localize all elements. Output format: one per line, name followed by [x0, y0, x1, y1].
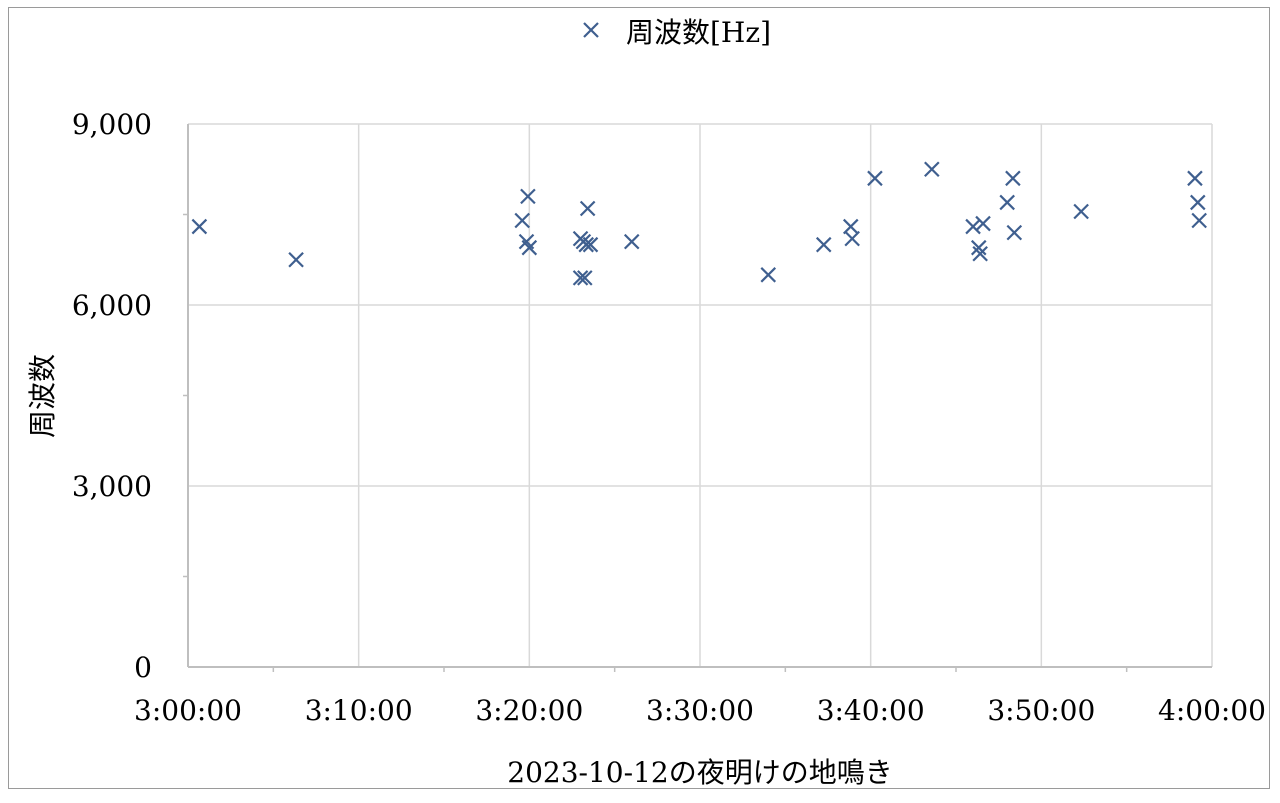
data-points [191, 161, 1207, 286]
data-point [191, 218, 208, 235]
data-point [760, 267, 777, 283]
x-tick-label: 3:30:00 [646, 694, 754, 727]
data-point [844, 230, 860, 247]
legend-marker-x-icon [583, 22, 599, 38]
chart-frame [8, 7, 1270, 789]
y-tick-label: 3,000 [72, 470, 152, 503]
y-tick-label: 0 [134, 651, 152, 684]
y-axis-title: 周波数 [26, 354, 59, 438]
data-point [1190, 194, 1206, 211]
y-tick-labels: 0 3,000 6,000 9,000 [72, 108, 152, 684]
data-point [579, 200, 596, 217]
data-point [924, 161, 940, 178]
data-point [1187, 170, 1203, 187]
data-point [577, 270, 593, 286]
data-point [972, 245, 988, 262]
x-tick-label: 4:00:00 [1158, 694, 1266, 727]
data-point [970, 239, 987, 256]
data-point [578, 236, 595, 253]
x-tick-label: 3:00:00 [134, 694, 242, 727]
y-tick-label: 9,000 [72, 108, 152, 141]
data-point [288, 251, 304, 268]
data-point [1073, 203, 1089, 220]
data-point [815, 236, 832, 253]
data-point [514, 212, 531, 229]
data-point [965, 218, 981, 235]
legend-x-marker [583, 22, 599, 38]
data-point [520, 188, 536, 205]
data-point [1006, 224, 1023, 241]
data-point [582, 236, 599, 253]
grid-lines [188, 123, 1213, 667]
data-point [1191, 212, 1207, 229]
y-tick-label: 6,000 [72, 289, 152, 322]
data-point [623, 233, 640, 250]
data-point [572, 270, 589, 286]
x-tick-label: 3:40:00 [817, 694, 925, 727]
x-tick-label: 3:50:00 [987, 694, 1095, 727]
legend: 周波数[Hz] [583, 16, 771, 49]
x-tick-label: 3:10:00 [305, 694, 413, 727]
data-point [867, 170, 883, 187]
x-axis-title: 2023-10-12の夜明けの地鳴き [507, 756, 892, 789]
data-point [999, 194, 1015, 211]
data-point [1005, 170, 1021, 187]
axes [183, 124, 1212, 672]
data-point [521, 239, 538, 256]
legend-label: 周波数[Hz] [626, 16, 771, 49]
x-tick-label: 3:20:00 [475, 694, 583, 727]
x-tick-labels: 3:00:00 3:10:00 3:20:00 3:30:00 3:40:00 3:50:… [134, 694, 1266, 727]
data-point [975, 215, 991, 232]
